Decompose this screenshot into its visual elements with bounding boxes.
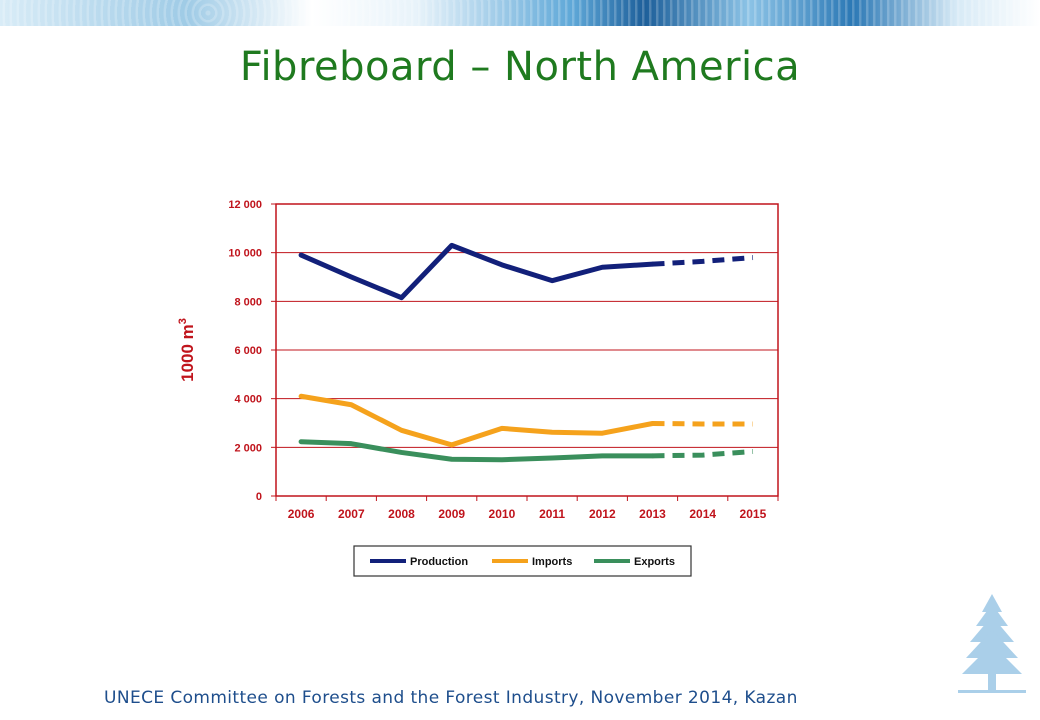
production-legend-label: Production bbox=[410, 556, 468, 568]
imports-legend-label: Imports bbox=[532, 556, 572, 568]
y-tick-label: 0 bbox=[256, 491, 262, 503]
y-tick-label: 6 000 bbox=[234, 345, 262, 357]
x-tick-label: 2009 bbox=[438, 507, 465, 521]
x-tick-label: 2010 bbox=[489, 507, 516, 521]
y-tick-label: 4 000 bbox=[234, 394, 262, 406]
x-tick-label: 2012 bbox=[589, 507, 616, 521]
y-axis-label: 1000 m3 bbox=[177, 318, 197, 382]
production-series-line bbox=[298, 242, 655, 301]
exports-legend-label: Exports bbox=[634, 556, 675, 568]
x-tick-label: 2008 bbox=[388, 507, 415, 521]
series-lines bbox=[298, 242, 754, 463]
y-tick-label: 8 000 bbox=[234, 296, 262, 308]
gridlines bbox=[276, 252, 778, 448]
y-tick-label: 12 000 bbox=[228, 199, 262, 211]
x-tick-label: 2015 bbox=[740, 507, 767, 521]
slide-title: Fibreboard – North America bbox=[239, 44, 801, 90]
exports-series-line bbox=[298, 439, 655, 463]
y-tick-label: 2 000 bbox=[234, 442, 262, 454]
x-tick-label: 2013 bbox=[639, 507, 666, 521]
imports-series-line bbox=[298, 393, 655, 448]
axes: 0 2 000 4 000 6 000 8 000 10 000 12 000 2006 200… bbox=[228, 199, 779, 521]
tree-logo-icon bbox=[958, 594, 1026, 693]
production-forecast-line bbox=[652, 255, 754, 267]
x-tick-label: 2006 bbox=[288, 507, 315, 521]
header-banner bbox=[0, 0, 1040, 26]
slide-footer: UNECE Committee on Forests and the Fores… bbox=[104, 688, 798, 708]
x-tick-label: 2007 bbox=[338, 507, 365, 521]
x-tick-label: 2014 bbox=[689, 507, 716, 521]
x-tick-label: 2011 bbox=[539, 507, 565, 521]
legend: Production Imports Exports bbox=[353, 545, 692, 577]
y-tick-label: 10 000 bbox=[228, 248, 262, 260]
